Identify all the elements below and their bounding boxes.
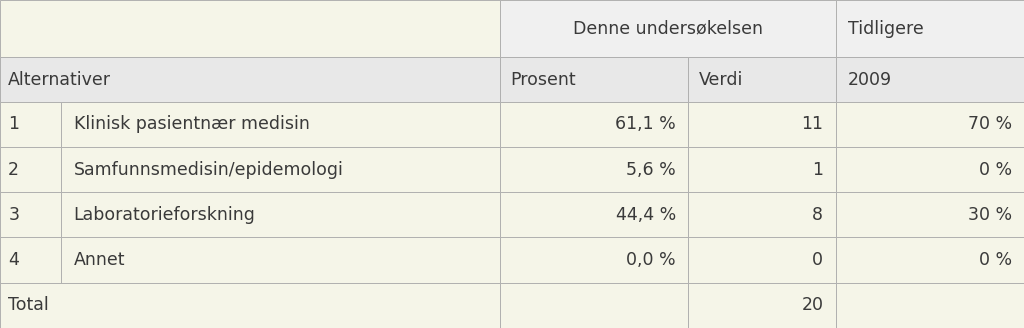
Bar bbox=[688, 57, 836, 102]
Text: 8: 8 bbox=[812, 206, 823, 224]
Bar bbox=[500, 283, 688, 328]
Bar bbox=[688, 147, 836, 192]
Bar bbox=[500, 192, 688, 237]
Text: Annet: Annet bbox=[74, 251, 125, 269]
Bar bbox=[688, 192, 836, 237]
Text: 0 %: 0 % bbox=[979, 251, 1012, 269]
Bar bbox=[61, 147, 500, 192]
Text: 0 %: 0 % bbox=[979, 161, 1012, 178]
Text: 2: 2 bbox=[8, 161, 19, 178]
Bar bbox=[500, 0, 836, 57]
Bar bbox=[0, 147, 61, 192]
Bar bbox=[0, 192, 61, 237]
Bar bbox=[0, 237, 61, 283]
Bar bbox=[61, 102, 500, 147]
Bar bbox=[61, 192, 500, 237]
Text: 1: 1 bbox=[8, 115, 19, 133]
Bar bbox=[0, 0, 500, 57]
Text: Total: Total bbox=[8, 297, 49, 314]
Text: 70 %: 70 % bbox=[968, 115, 1012, 133]
Text: 4: 4 bbox=[8, 251, 19, 269]
Text: Klinisk pasientnær medisin: Klinisk pasientnær medisin bbox=[74, 115, 309, 133]
Text: 0: 0 bbox=[812, 251, 823, 269]
Bar bbox=[836, 283, 1024, 328]
Text: Verdi: Verdi bbox=[698, 71, 742, 89]
Text: 11: 11 bbox=[802, 115, 823, 133]
Text: 30 %: 30 % bbox=[968, 206, 1012, 224]
Text: 3: 3 bbox=[8, 206, 19, 224]
Bar bbox=[500, 237, 688, 283]
Bar bbox=[688, 102, 836, 147]
Bar bbox=[500, 57, 688, 102]
Bar bbox=[836, 192, 1024, 237]
Text: Denne undersøkelsen: Denne undersøkelsen bbox=[572, 20, 763, 38]
Text: Samfunnsmedisin/epidemologi: Samfunnsmedisin/epidemologi bbox=[74, 161, 344, 178]
Bar bbox=[0, 102, 61, 147]
Text: 0,0 %: 0,0 % bbox=[627, 251, 676, 269]
Bar bbox=[836, 102, 1024, 147]
Text: Alternativer: Alternativer bbox=[8, 71, 112, 89]
Text: Tidligere: Tidligere bbox=[848, 20, 924, 38]
Text: 61,1 %: 61,1 % bbox=[615, 115, 676, 133]
Bar bbox=[0, 283, 500, 328]
Bar bbox=[836, 237, 1024, 283]
Text: 2009: 2009 bbox=[848, 71, 892, 89]
Bar bbox=[836, 57, 1024, 102]
Text: 5,6 %: 5,6 % bbox=[626, 161, 676, 178]
Bar bbox=[836, 0, 1024, 57]
Bar bbox=[500, 102, 688, 147]
Bar bbox=[0, 57, 500, 102]
Bar bbox=[688, 283, 836, 328]
Text: 1: 1 bbox=[812, 161, 823, 178]
Bar bbox=[688, 237, 836, 283]
Text: Prosent: Prosent bbox=[510, 71, 575, 89]
Text: 20: 20 bbox=[802, 297, 823, 314]
Bar bbox=[836, 147, 1024, 192]
Text: Laboratorieforskning: Laboratorieforskning bbox=[74, 206, 256, 224]
Bar bbox=[500, 147, 688, 192]
Bar bbox=[61, 237, 500, 283]
Text: 44,4 %: 44,4 % bbox=[615, 206, 676, 224]
